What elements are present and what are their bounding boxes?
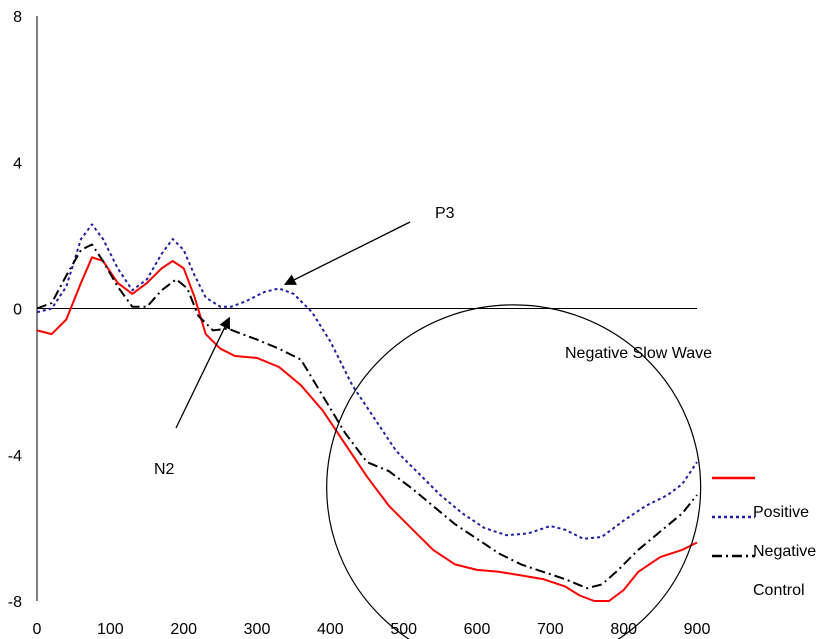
y-tick-label: -4: [8, 448, 22, 465]
p3-label: P3: [435, 205, 455, 222]
series-line-negative: [36, 223, 698, 540]
slow-wave-label: Negative Slow Wave: [565, 345, 712, 362]
x-tick-label: 700: [537, 621, 564, 638]
y-tick-label: 0: [13, 302, 22, 319]
x-tick-label: 900: [684, 621, 711, 638]
y-tick-label: -8: [8, 594, 22, 611]
annotations: P3 N2 Negative Slow Wave: [154, 205, 712, 639]
series-line-positive: [36, 256, 698, 602]
x-tick-label: 0: [33, 621, 42, 638]
n2-label: N2: [154, 461, 175, 478]
p3-arrow: [283, 221, 411, 285]
x-tick-label: 500: [390, 621, 417, 638]
x-tick-label: 400: [317, 621, 344, 638]
tick-labels: 8 4 0 -4 -8 0 100 200 300 400 500 600 700 800 900: [8, 9, 711, 638]
legend-label-positive: Positive: [753, 504, 809, 521]
legend-label-control: Control: [753, 582, 805, 599]
y-tick-label: 4: [13, 155, 22, 172]
x-tick-label: 200: [170, 621, 197, 638]
y-tick-label: 8: [13, 9, 22, 26]
axes: [36, 16, 697, 601]
series-line-control: [36, 243, 698, 590]
n2-arrow: [175, 316, 231, 429]
x-tick-label: 600: [464, 621, 491, 638]
slow-wave-ellipse: [326, 304, 702, 639]
x-tick-label: 800: [610, 621, 637, 638]
legend-label-negative: Negative: [753, 543, 816, 560]
x-tick-label: 300: [244, 621, 271, 638]
legend: Positive Negative Control: [712, 476, 816, 599]
x-tick-label: 100: [97, 621, 124, 638]
series-lines: [36, 223, 698, 602]
